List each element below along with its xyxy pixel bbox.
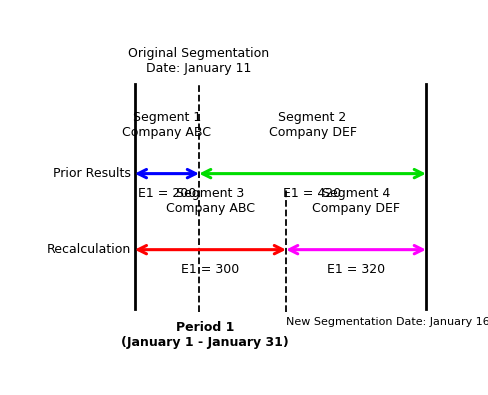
Text: Segment 2
Company DEF: Segment 2 Company DEF xyxy=(268,111,357,139)
Text: E1 = 200: E1 = 200 xyxy=(138,187,196,200)
Text: E1 = 300: E1 = 300 xyxy=(181,263,240,276)
Text: Period 1
(January 1 - January 31): Period 1 (January 1 - January 31) xyxy=(121,320,288,348)
Text: E1 = 420: E1 = 420 xyxy=(284,187,342,200)
Text: Segment 1
Company ABC: Segment 1 Company ABC xyxy=(122,111,211,139)
Text: Segment 4
Company DEF: Segment 4 Company DEF xyxy=(312,187,400,215)
Text: E1 = 320: E1 = 320 xyxy=(327,263,385,276)
Text: Recalculation: Recalculation xyxy=(47,243,131,256)
Text: New Segmentation Date: January 16: New Segmentation Date: January 16 xyxy=(286,316,488,327)
Text: Original Segmentation
Date: January 11: Original Segmentation Date: January 11 xyxy=(128,47,269,75)
Text: Prior Results: Prior Results xyxy=(53,167,131,180)
Text: Segment 3
Company ABC: Segment 3 Company ABC xyxy=(166,187,255,215)
